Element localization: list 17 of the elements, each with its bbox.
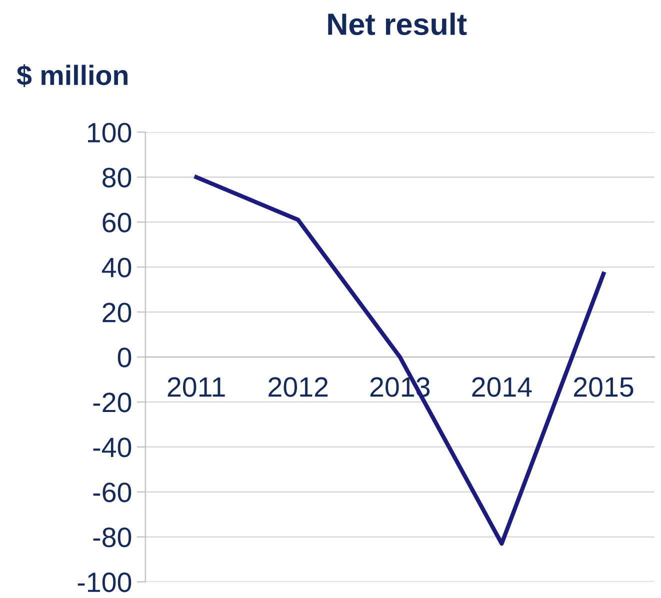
x-tick-label: 2014: [472, 377, 532, 397]
x-tick-label: 2015: [574, 377, 634, 397]
y-tick-label: 100: [88, 122, 132, 142]
y-tick-label: 20: [102, 302, 132, 322]
chart-title: Net result: [328, 12, 467, 36]
y-tick-label: -40: [93, 438, 132, 458]
y-tick-label: -60: [93, 482, 132, 502]
y-tick-label: -80: [93, 528, 132, 548]
y-tick-label: 40: [102, 258, 132, 278]
y-tick-label: 60: [102, 212, 132, 232]
x-tick-label: 2011: [168, 377, 225, 397]
y-tick-label: 80: [102, 168, 132, 188]
x-tick-label: 2012: [268, 377, 328, 397]
y-tick-label: -20: [93, 392, 132, 412]
y-tick-label: -100: [78, 572, 132, 592]
y-axis-title: $ million: [16, 64, 128, 87]
y-tick-label: 0: [118, 348, 132, 368]
